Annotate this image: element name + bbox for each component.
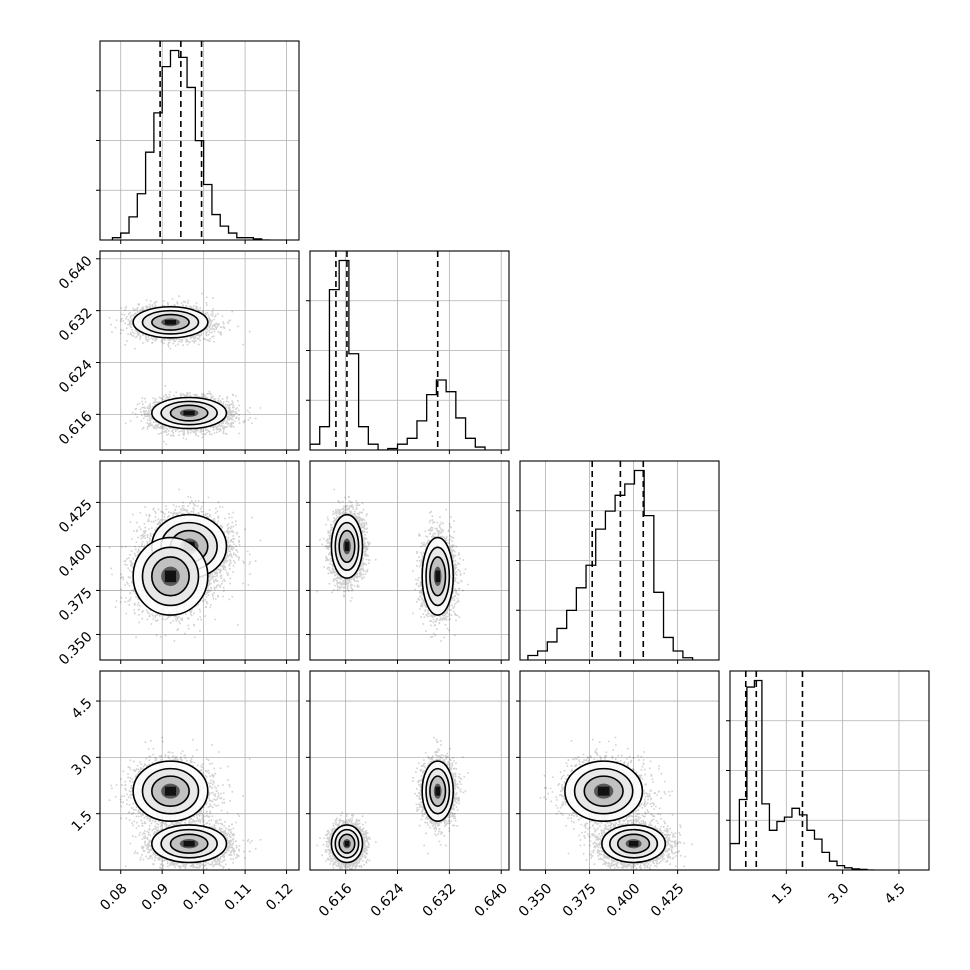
panel-1-1 <box>306 250 510 454</box>
panel-frame <box>519 670 720 871</box>
density-peak <box>164 570 177 583</box>
scatter-layer <box>539 736 693 870</box>
panel-0-0 <box>96 40 300 244</box>
histogram-step <box>111 49 270 240</box>
x-tick-label: 0.400 <box>604 881 644 921</box>
y-tick-label: 1.5 <box>69 808 96 835</box>
density-peak <box>164 319 177 325</box>
x-tick-label: 4.5 <box>882 881 909 908</box>
histogram-step <box>310 259 486 450</box>
density-peak <box>164 786 177 796</box>
panel-frame <box>99 460 300 661</box>
density-peak <box>597 786 610 796</box>
y-tick-label: 0.375 <box>56 585 96 625</box>
x-tick-label: 0.08 <box>97 881 130 914</box>
y-tick-label: 0.624 <box>56 357 96 397</box>
scatter-layer <box>316 736 469 870</box>
panel-frame <box>99 670 300 871</box>
histogram-step <box>527 469 694 660</box>
y-tick-label: 0.400 <box>56 541 96 581</box>
x-tick-label: 0.11 <box>222 881 255 914</box>
y-tick-label: 0.616 <box>56 409 96 449</box>
density-peak <box>183 840 195 847</box>
panel-3-1: 0.616 0.624 0.632 0.640 <box>306 670 511 921</box>
panel-3-2: 0.350 0.375 0.400 0.425 <box>516 670 720 921</box>
x-tick-label: 0.632 <box>420 881 460 921</box>
panel-1-0: 0.616 0.624 0.632 0.640 <box>56 250 300 454</box>
density-peak <box>183 410 195 416</box>
scatter-layer <box>108 736 262 870</box>
panel-frame <box>99 250 300 451</box>
panel-frame <box>309 460 510 661</box>
x-tick-label: 0.640 <box>471 881 511 921</box>
scatter-layer <box>108 292 262 446</box>
density-peak <box>435 786 441 796</box>
density-peak <box>628 840 639 847</box>
panel-3-0: 1.5 3.0 4.5 0.08 0.09 0.10 0.11 0.12 <box>69 670 300 914</box>
x-tick-label: 0.10 <box>180 881 213 914</box>
x-tick-label: 3.0 <box>825 881 852 908</box>
x-tick-label: 0.425 <box>648 881 688 921</box>
panel-frame <box>729 670 930 871</box>
x-tick-label: 0.09 <box>139 881 172 914</box>
x-tick-label: 0.375 <box>560 881 600 921</box>
y-tick-label: 0.425 <box>56 497 96 537</box>
density-peak <box>344 541 350 552</box>
corner-panels: 0.6160.6240.6320.6400.3500.3750.4000.425… <box>56 40 930 921</box>
panel-frame <box>99 40 300 241</box>
x-tick-label: 0.350 <box>516 881 556 921</box>
panel-3-3: 1.5 3.0 4.5 <box>726 670 930 908</box>
panel-frame <box>309 250 510 451</box>
y-tick-label: 0.350 <box>56 629 96 669</box>
y-tick-label: 0.632 <box>56 305 96 345</box>
y-tick-label: 3.0 <box>69 752 96 779</box>
x-tick-label: 0.12 <box>263 881 296 914</box>
y-tick-label: 4.5 <box>69 695 96 722</box>
histogram-step <box>730 679 875 870</box>
scatter-layer <box>108 488 262 642</box>
x-tick-label: 0.624 <box>368 881 408 921</box>
panel-frame <box>309 670 510 871</box>
panel-2-2 <box>516 460 720 664</box>
density-peak <box>435 570 441 583</box>
scatter-layer <box>316 488 469 642</box>
y-tick-label: 0.640 <box>56 253 96 293</box>
panel-2-1 <box>306 460 510 664</box>
panel-frame <box>519 460 720 661</box>
x-tick-label: 1.5 <box>769 881 796 908</box>
x-tick-label: 0.616 <box>316 881 356 921</box>
density-peak <box>344 840 350 847</box>
